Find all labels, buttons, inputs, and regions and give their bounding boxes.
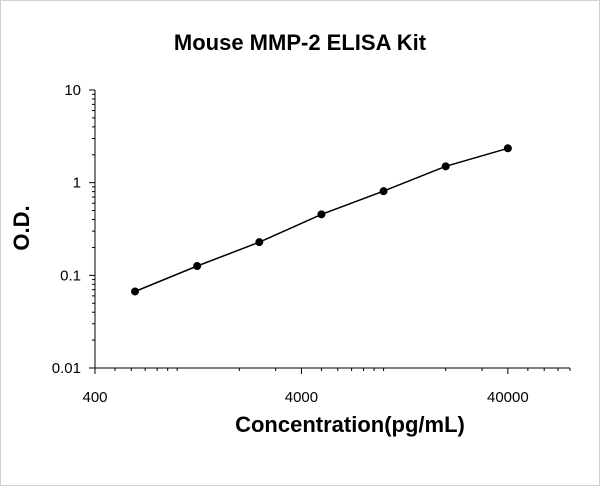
x-tick-label: 400 <box>82 389 107 406</box>
x-axis-label: Concentration(pg/mL) <box>235 412 465 437</box>
y-tick-label: 10 <box>64 82 81 99</box>
data-point <box>193 262 202 271</box>
data-point <box>379 187 388 196</box>
y-tick-label: 0.1 <box>60 267 81 284</box>
data-point <box>503 144 512 153</box>
chart-title: Mouse MMP-2 ELISA Kit <box>173 30 427 55</box>
x-tick-label: 4000 <box>285 389 318 406</box>
data-point <box>255 238 264 247</box>
data-point <box>441 162 450 171</box>
y-tick-label: 1 <box>73 175 81 192</box>
fit-curve <box>134 147 509 293</box>
y-tick-label: 0.01 <box>52 360 81 377</box>
x-tick-label: 40000 <box>487 389 529 406</box>
data-point <box>131 287 140 296</box>
data-point <box>317 210 326 219</box>
